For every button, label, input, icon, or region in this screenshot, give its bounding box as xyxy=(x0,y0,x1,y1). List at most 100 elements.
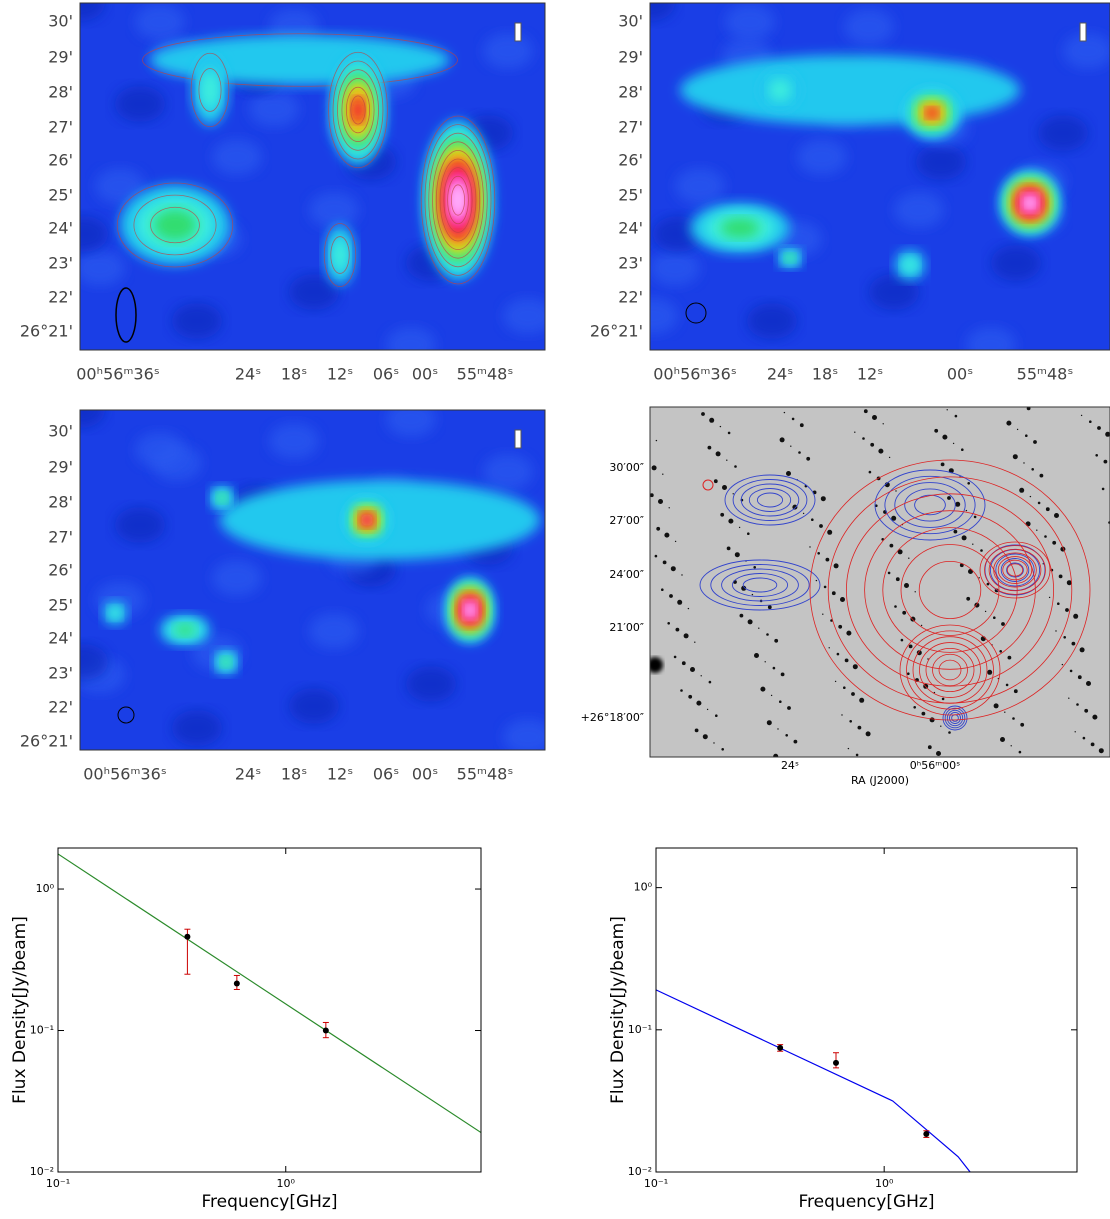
y-tick-label: 26°21' xyxy=(590,322,643,341)
star xyxy=(980,549,983,552)
y-tick-label: 26' xyxy=(48,561,73,580)
star xyxy=(1042,563,1044,565)
star xyxy=(1086,681,1091,686)
star xyxy=(1012,454,1018,460)
y-tick-label: 24' xyxy=(48,219,73,238)
x-tick-label: 00ˢ xyxy=(947,365,973,384)
star xyxy=(1074,731,1076,733)
noise xyxy=(725,4,775,40)
star xyxy=(662,473,664,475)
y-tick-label: 27' xyxy=(48,528,73,547)
blue-contour xyxy=(1006,562,1024,578)
red-contour xyxy=(864,510,1036,670)
red-contour xyxy=(932,653,968,687)
emission xyxy=(466,605,474,615)
fit-line xyxy=(58,853,481,1134)
star xyxy=(674,540,677,543)
star xyxy=(834,680,837,683)
star xyxy=(702,734,708,740)
y-tick-label: 27' xyxy=(48,118,73,137)
noise xyxy=(386,327,436,350)
blue-contour xyxy=(699,559,821,611)
noise xyxy=(386,410,436,437)
x-tick-label: 12ˢ xyxy=(327,765,353,784)
star xyxy=(908,557,910,559)
star xyxy=(987,669,993,675)
star xyxy=(929,717,935,723)
blue-contour xyxy=(874,469,986,541)
star xyxy=(952,442,955,445)
star xyxy=(779,437,785,443)
star xyxy=(694,728,699,733)
blue-contour xyxy=(710,564,810,606)
star xyxy=(882,423,884,425)
star xyxy=(908,644,913,649)
star xyxy=(677,599,683,605)
star xyxy=(999,650,1002,653)
star xyxy=(706,708,709,711)
star xyxy=(1029,495,1032,498)
y-tick-label: 10⁻¹ xyxy=(30,1024,54,1037)
star xyxy=(833,563,839,569)
y-tick-label: 10⁻¹ xyxy=(628,1023,652,1036)
star xyxy=(708,680,712,684)
emission xyxy=(221,657,231,667)
red-contour xyxy=(979,541,1051,599)
emission xyxy=(352,98,364,122)
data-point xyxy=(322,1027,329,1034)
noise xyxy=(747,303,797,339)
star xyxy=(1101,487,1105,491)
star xyxy=(655,439,658,442)
x-tick-label: 55ᵐ48ˢ xyxy=(457,765,514,784)
red-contour xyxy=(997,556,1033,584)
red-contour xyxy=(882,527,1018,653)
star xyxy=(709,417,715,423)
star xyxy=(728,518,734,524)
star xyxy=(841,714,843,716)
y-tick-label: 10⁻² xyxy=(30,1165,54,1178)
red-contour xyxy=(984,545,1046,595)
star xyxy=(895,490,897,492)
contour xyxy=(133,194,217,256)
star xyxy=(993,616,996,619)
star xyxy=(1076,703,1079,706)
y-tick-label: 26°21' xyxy=(20,322,73,341)
star xyxy=(675,627,680,632)
stokes-marker xyxy=(514,429,522,449)
y-tick-label: 26°21' xyxy=(20,732,73,751)
star xyxy=(894,605,897,608)
star xyxy=(887,571,891,575)
frame xyxy=(649,2,1110,351)
star xyxy=(961,448,964,452)
blue-contour xyxy=(732,479,808,521)
star xyxy=(690,667,695,672)
star xyxy=(846,630,852,636)
blue-contour xyxy=(748,488,792,512)
noise xyxy=(212,139,262,175)
noise xyxy=(80,3,105,21)
frame xyxy=(79,2,546,351)
blue-contour xyxy=(1000,558,1030,582)
star xyxy=(1048,596,1051,599)
star xyxy=(790,445,792,447)
blue-contour xyxy=(942,705,968,731)
x-tick-label: 24ˢ xyxy=(235,365,261,384)
x-tick-label: 24ˢ xyxy=(235,765,261,784)
star xyxy=(727,431,731,435)
star xyxy=(904,583,909,588)
x-tick-label: 0ʰ56ᵐ00ˢ xyxy=(910,759,960,772)
contour xyxy=(142,33,458,87)
y-axis-label: Flux Density[Jy/beam] xyxy=(608,916,628,1104)
star xyxy=(741,585,747,591)
x-tick-label: 00ʰ56ᵐ36ˢ xyxy=(83,765,167,784)
star xyxy=(694,641,696,643)
x-tick-label: 18ˢ xyxy=(812,365,838,384)
y-tick-label: 25' xyxy=(48,186,73,205)
noise xyxy=(309,192,359,228)
noise xyxy=(80,644,108,680)
star xyxy=(1090,742,1095,747)
star xyxy=(654,554,658,558)
star xyxy=(916,650,922,656)
star xyxy=(1063,636,1066,639)
star xyxy=(900,638,904,642)
